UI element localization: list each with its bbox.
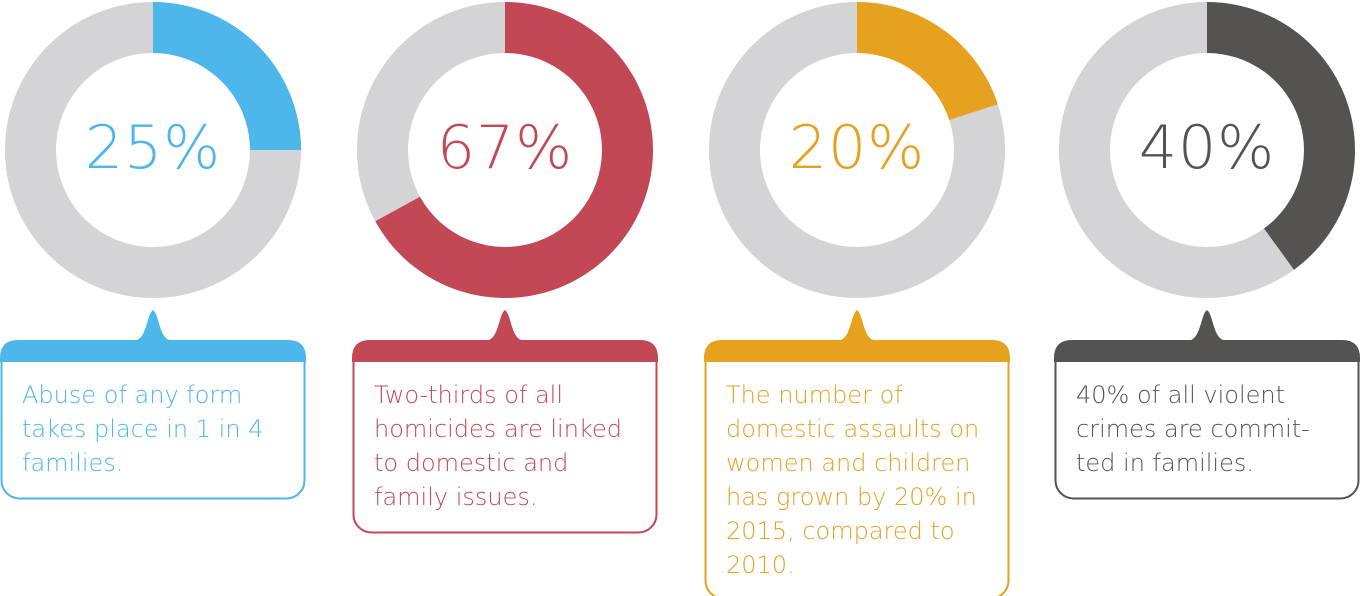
callout-box-3 <box>1054 310 1360 500</box>
donut-segment <box>153 2 301 150</box>
caption-line: Two-thirds of all <box>374 381 564 409</box>
donut-chart-3 <box>1059 2 1355 298</box>
donut-segment <box>375 2 653 299</box>
caption-line: to domestic and <box>374 449 569 477</box>
caption-0: Abuse of any form takes place in 1 in 4 … <box>22 378 290 480</box>
callout-box-0 <box>0 310 306 500</box>
caption-line: takes place in 1 in 4 <box>22 415 264 443</box>
callout-header-band <box>0 310 306 362</box>
percent-label-1: 67% <box>436 113 574 183</box>
callout-box-2 <box>704 310 1010 596</box>
stat-card-3: 40% 40% of all violent crimes are commit… <box>1054 0 1360 596</box>
caption-1: Two-thirds of all homicides are linked t… <box>374 378 642 514</box>
donut-segment <box>857 2 998 121</box>
caption-3: 40% of all violent crimes are commit- te… <box>1076 378 1344 480</box>
stat-card-2: 20% The number of domestic assaults on w… <box>704 0 1010 596</box>
donut-chart-1 <box>357 2 653 299</box>
donut-chart-2 <box>709 2 1005 298</box>
caption-line: family issues. <box>374 483 538 511</box>
caption-line: has grown by 20% in <box>726 483 977 511</box>
caption-line: crimes are commit- <box>1076 415 1310 443</box>
callout-header-band <box>704 310 1010 362</box>
percent-label-0: 25% <box>84 113 222 183</box>
caption-line: 2015, compared to <box>726 517 955 545</box>
callout-header-band <box>352 310 658 362</box>
callout-header-band <box>1054 310 1360 362</box>
caption-line: 2010. <box>726 551 795 579</box>
stat-card-0: 25% Abuse of any form takes place in 1 i… <box>0 0 306 596</box>
caption-line: families. <box>22 449 124 477</box>
caption-line: homicides are linked <box>374 415 622 443</box>
caption-2: The number of domestic assaults on women… <box>726 378 994 582</box>
caption-line: ted in families. <box>1076 449 1254 477</box>
donut-chart-0 <box>5 2 301 298</box>
percent-label-2: 20% <box>788 113 926 183</box>
caption-line: domestic assaults on <box>726 415 980 443</box>
caption-line: The number of <box>726 381 903 409</box>
callout-box-1 <box>352 310 658 534</box>
percent-label-3: 40% <box>1138 113 1276 183</box>
caption-line: 40% of all violent <box>1076 381 1286 409</box>
stat-card-1: 67% Two-thirds of all homicides are link… <box>352 0 658 596</box>
caption-line: Abuse of any form <box>22 381 243 409</box>
caption-line: women and children <box>726 449 971 477</box>
donut-segment <box>1207 2 1355 270</box>
